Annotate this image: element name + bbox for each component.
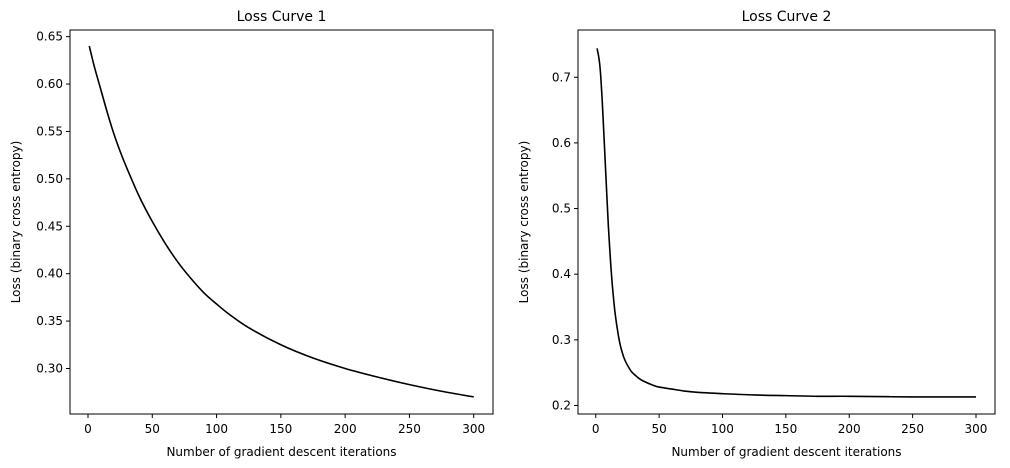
y-tick-label: 0.45 — [36, 219, 63, 233]
y-tick-label: 0.6 — [552, 136, 571, 150]
x-tick-label: 50 — [145, 422, 160, 436]
x-axis-label: Number of gradient descent iterations — [166, 445, 396, 459]
y-axis-label: Loss (binary cross entropy) — [517, 141, 531, 304]
x-tick-label: 200 — [334, 422, 357, 436]
y-axis-label: Loss (binary cross entropy) — [9, 141, 23, 304]
x-tick-label: 300 — [462, 422, 485, 436]
y-tick-label: 0.5 — [552, 202, 571, 216]
y-tick-label: 0.4 — [552, 267, 571, 281]
ticks-group: 0 50 100 150 200 250 300 0.2 0.3 0.4 0.5 0.6 0.7 — [552, 70, 988, 436]
chart-title: Loss Curve 1 — [237, 9, 327, 25]
loss-curve-2-chart: Loss Curve 2 0 50 100 150 200 250 300 0.2 0.3 0.4… — [517, 9, 996, 459]
x-tick-label: 0 — [84, 422, 92, 436]
x-tick-label: 250 — [901, 422, 924, 436]
chart-title: Loss Curve 2 — [742, 9, 832, 25]
ticks-group: 0 50 100 150 200 250 300 0.30 0.35 0.40 0.45 0.50 0.… — [36, 30, 485, 436]
y-tick-label: 0.60 — [36, 77, 63, 91]
y-tick-label: 0.65 — [36, 30, 63, 44]
axes-frame — [577, 29, 996, 415]
x-tick-label: 250 — [398, 422, 421, 436]
series-line — [596, 48, 976, 398]
x-tick-label: 100 — [205, 422, 228, 436]
y-tick-label: 0.55 — [36, 124, 63, 138]
series-line — [88, 45, 474, 398]
x-tick-label: 50 — [651, 422, 666, 436]
y-tick-label: 0.2 — [552, 398, 571, 412]
y-tick-label: 0.3 — [552, 333, 571, 347]
y-tick-label: 0.30 — [36, 361, 63, 375]
axes-frame — [69, 29, 494, 415]
x-tick-label: 150 — [774, 422, 797, 436]
y-tick-label: 0.35 — [36, 314, 63, 328]
x-tick-label: 150 — [269, 422, 292, 436]
y-tick-label: 0.50 — [36, 172, 63, 186]
y-tick-label: 0.40 — [36, 267, 63, 281]
loss-curve-1-chart: Loss Curve 1 0 50 100 150 200 250 3000.300.350… — [9, 9, 494, 459]
x-tick-label: 200 — [838, 422, 861, 436]
x-tick-label: 0 — [592, 422, 600, 436]
x-tick-label: 300 — [965, 422, 988, 436]
x-axis-label: Number of gradient descent iterations — [671, 445, 901, 459]
y-tick-label: 0.7 — [552, 70, 571, 84]
x-tick-label: 100 — [711, 422, 734, 436]
